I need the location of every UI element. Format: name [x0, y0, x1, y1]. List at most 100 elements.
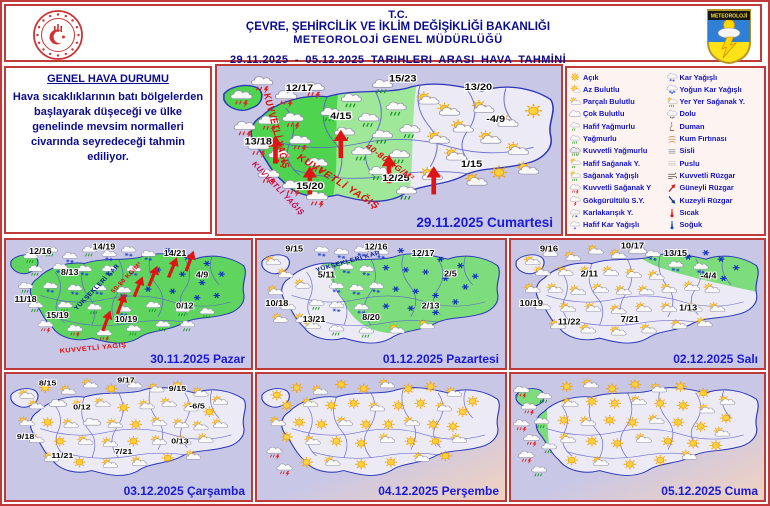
legend-item-label: Karlakarışık Y.	[583, 208, 633, 218]
hot-icon	[669, 208, 674, 217]
sun-icon	[392, 400, 405, 411]
heavy-shower-icon	[523, 434, 540, 448]
sun-cloud-icon	[18, 388, 35, 399]
rain-icon	[42, 245, 58, 257]
map-date-label: 04.12.2025 Perşembe	[378, 484, 499, 498]
snow-icon	[101, 265, 117, 276]
heavy-shower-icon	[513, 385, 530, 399]
cloud-icon	[628, 246, 648, 254]
sun-cloud-icon	[561, 397, 579, 407]
snow-icon	[353, 303, 369, 315]
sun-cloud-icon	[192, 386, 209, 397]
header-line3: METEOROLOJİ GENEL MÜDÜRLÜĞÜ	[293, 34, 503, 46]
sun-cloud-icon	[523, 282, 541, 293]
legend-item: Parçalı Bulutlu	[569, 96, 666, 108]
temperature-label: 12/16	[365, 242, 388, 251]
sun-cloud-icon	[703, 282, 721, 293]
flake-icon	[218, 271, 225, 277]
sun-icon	[355, 438, 368, 449]
snow-icon	[314, 245, 330, 257]
temperature-label: 9/16	[540, 244, 558, 253]
rain-icon	[569, 134, 581, 144]
sun-icon	[280, 431, 293, 443]
heavy-shower-icon	[250, 76, 274, 94]
snow-icon	[358, 265, 374, 276]
flake-icon	[203, 260, 211, 267]
temperature-label: 4/15	[330, 112, 352, 122]
warning-arrow-icon	[268, 135, 283, 164]
heavy-shower-icon	[96, 328, 113, 342]
temperature-label: 5/11	[318, 270, 336, 279]
legend-column-left: Açık Az Bulutlu Parçalı Bulutlu Çok Bulutlu…	[569, 71, 666, 231]
legend-item: Yoğun Kar Yağışlı	[666, 83, 763, 95]
flake-icon	[452, 299, 459, 305]
heavy-shower-icon	[230, 90, 253, 108]
snow-icon	[353, 245, 369, 257]
sun-cloud-icon	[101, 437, 118, 447]
sun-icon	[404, 436, 417, 447]
sun-icon	[402, 383, 415, 394]
legend-item: Karlakarışık Y.	[569, 207, 666, 219]
sun-cloud-icon	[277, 267, 294, 278]
warning-arrow-icon	[333, 129, 349, 159]
temperature-label: 11/22	[558, 317, 581, 326]
sun-icon	[171, 380, 184, 391]
cloud-icon	[48, 398, 67, 407]
heavy-shower-icon	[520, 402, 538, 416]
sun-cloud-icon	[630, 395, 647, 405]
sun-cloud-icon	[625, 267, 642, 278]
sun-icon	[585, 436, 599, 447]
sun-icon	[105, 383, 118, 394]
header-titles: T.C. ÇEVRE, ŞEHİRCİLİK VE İKLİM DEĞİŞİKL…	[106, 9, 690, 66]
rain-icon	[358, 326, 374, 338]
rain-icon	[328, 324, 345, 336]
sun-icon	[73, 457, 86, 468]
sleet-icon	[570, 208, 581, 218]
flake-icon	[432, 309, 439, 316]
warning-arrow-icon	[115, 293, 127, 315]
sun-icon	[330, 436, 343, 447]
sun-cloud-icon	[62, 418, 79, 428]
sun-icon	[654, 454, 667, 466]
heavy-shower-icon	[276, 463, 293, 477]
sun-cloud-icon	[192, 420, 209, 431]
sun-cloud-icon	[197, 432, 214, 443]
sun-cloud-icon	[582, 378, 599, 389]
snow-icon	[140, 250, 156, 261]
rain-icon	[175, 305, 191, 317]
flake-icon	[437, 256, 444, 262]
header-line2: ÇEVRE, ŞEHİRCİLİK VE İKLİM DEĞİŞİKLİĞİ B…	[245, 21, 551, 33]
sun-cloud-icon	[18, 416, 35, 426]
temperature-label: 14/21	[164, 249, 187, 258]
rain-icon	[18, 282, 34, 293]
flake-icon	[164, 247, 172, 254]
meteorology-logo: METEOROLOJİ	[707, 9, 751, 64]
flake-icon	[407, 305, 415, 312]
heavy-snow-icon	[666, 85, 678, 95]
turkey-weather-map	[513, 378, 759, 477]
legend-item-label: Kuvvetli Rüzgar	[679, 171, 736, 181]
sun-cloud-icon	[311, 384, 329, 395]
legend-item: Hafif Yağmurlu	[569, 120, 666, 132]
sun-cloud-icon	[660, 302, 678, 312]
legend-item: Dolu	[666, 108, 763, 120]
flake-icon	[417, 252, 425, 258]
sun-cloud-icon	[569, 284, 587, 295]
snow-icon	[126, 265, 142, 276]
legend-item: Az Bulutlu	[569, 83, 666, 95]
header: T.C. ÇEVRE, ŞEHİRCİLİK VE İKLİM DEĞİŞİKL…	[4, 4, 762, 66]
sun-cloud-icon	[264, 255, 281, 265]
temperature-label: 10/18	[265, 299, 288, 308]
sun-icon	[694, 421, 708, 432]
legend-item: Kuvvetli Yağmurlu	[569, 145, 666, 157]
sun-icon	[39, 382, 52, 393]
flake-icon	[382, 264, 390, 271]
legend-item-label: Soğuk	[679, 220, 703, 230]
legend-item: Kum Fırtınası	[666, 133, 763, 145]
sun-icon	[300, 457, 313, 468]
temperature-label: 10/17	[621, 241, 645, 250]
legend-item-label: Açık	[583, 72, 599, 82]
cold-icon	[669, 220, 674, 230]
sun-icon	[129, 419, 142, 430]
sun-cloud-icon	[138, 399, 155, 410]
